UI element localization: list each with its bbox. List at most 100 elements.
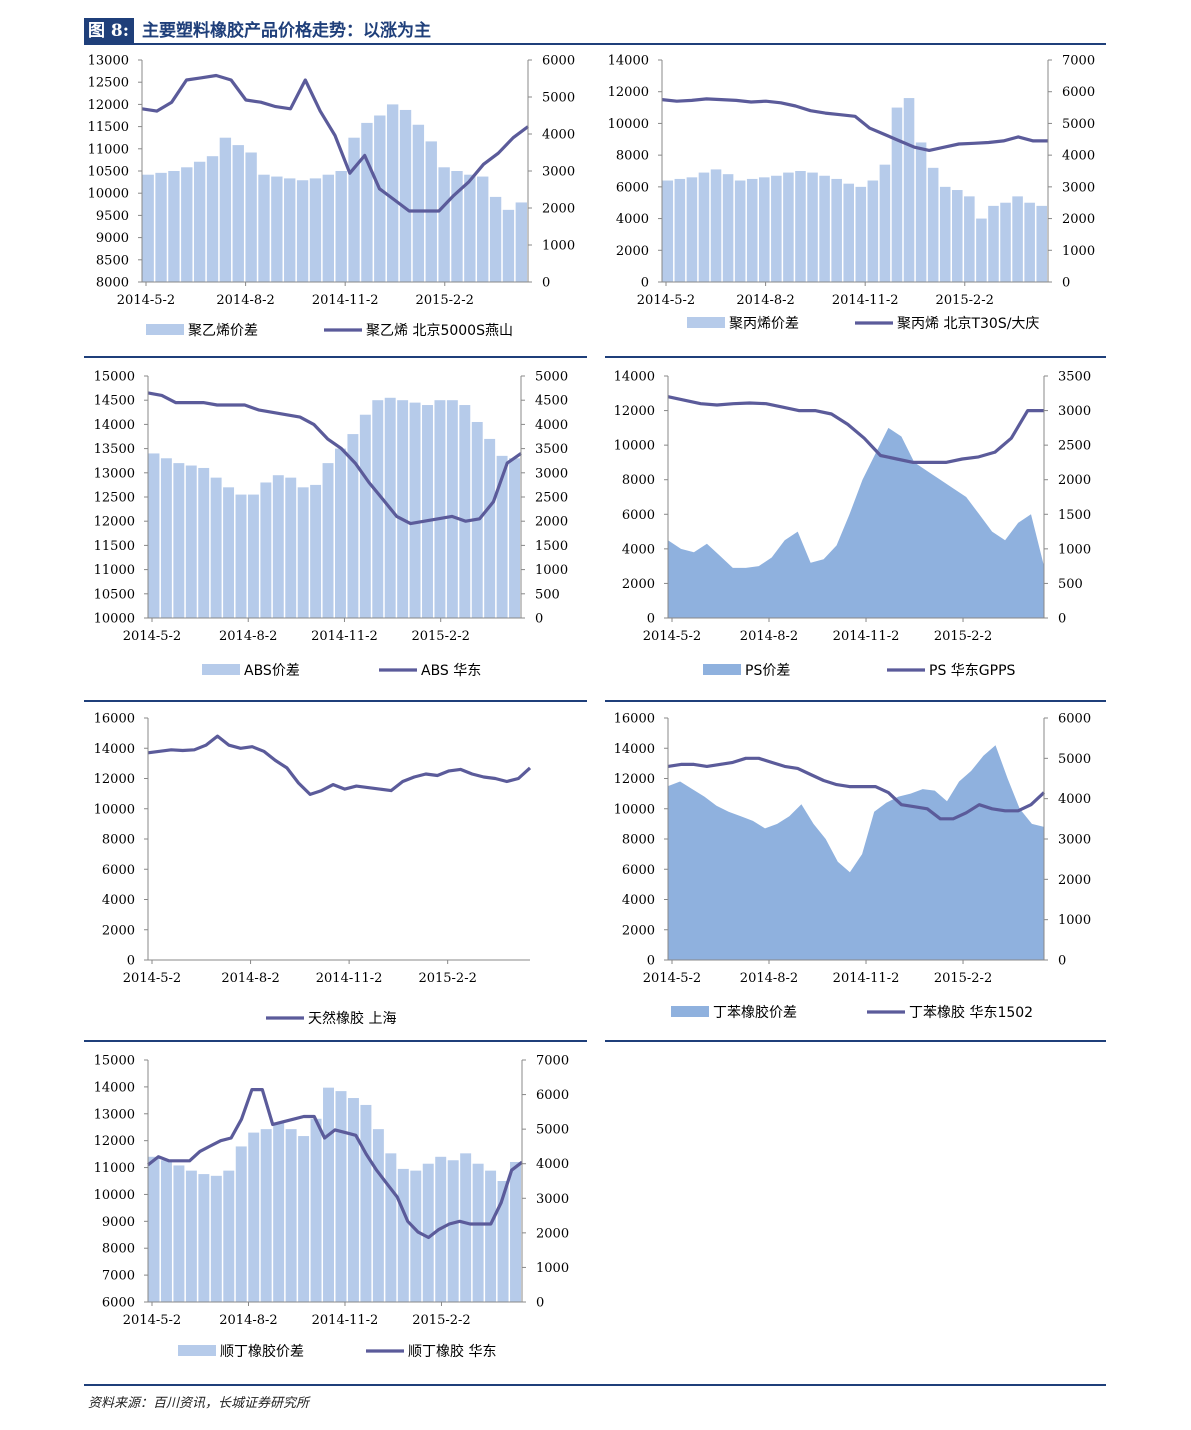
- chart-sbr: 0 2000 4000 6000 8000 10000 12000 14000 16000 0 10…: [605, 704, 1106, 1038]
- y-tick-label: 6000: [102, 863, 135, 878]
- bar-mark: [1024, 202, 1035, 282]
- bar-mark: [686, 177, 698, 282]
- bar-mark: [223, 487, 235, 618]
- line-series: [667, 395, 1044, 465]
- x-tick-label: 2014-11-2: [312, 293, 379, 308]
- bar-mark: [296, 180, 309, 282]
- y-tick-label: 12500: [88, 76, 129, 91]
- y2-tick-label: 2500: [535, 491, 568, 506]
- y2-tick-label: 2000: [536, 1226, 569, 1241]
- bar-mark: [988, 205, 999, 282]
- y-tick-label: 13500: [94, 442, 135, 457]
- bar-mark: [361, 122, 373, 283]
- legend-bar-swatch: [178, 1345, 216, 1356]
- y2-tick-label: 2000: [1058, 873, 1091, 888]
- bar-mark: [185, 465, 197, 618]
- chart-svg: 8000850090009500100001050011000115001200…: [88, 54, 575, 340]
- line-series: [667, 756, 1046, 821]
- bar-mark: [915, 142, 927, 282]
- legend-label: 天然橡胶 上海: [308, 1010, 396, 1027]
- x-tick-label: 2014-8-2: [221, 971, 279, 986]
- y-tick-label: 14000: [614, 370, 655, 385]
- y-tick-label: 14000: [94, 742, 135, 757]
- x-tick-label: 2014-5-2: [123, 629, 181, 644]
- x-tick-label: 2014-11-2: [311, 629, 378, 644]
- y2-tick-label: 6000: [536, 1088, 569, 1103]
- y-tick-label: 12000: [614, 772, 655, 787]
- bar-mark: [155, 172, 167, 282]
- legend-label: 聚乙烯价差: [188, 323, 258, 339]
- y-tick-label: 12000: [608, 85, 649, 100]
- bar-mark: [855, 186, 867, 282]
- x-tick-label: 2014-11-2: [316, 971, 383, 986]
- bar-mark: [285, 477, 297, 618]
- y2-tick-label: 1000: [542, 239, 575, 254]
- bar-mark: [185, 1170, 197, 1302]
- y2-tick-label: 4000: [1058, 792, 1091, 807]
- y-tick-label: 13000: [94, 466, 135, 481]
- y-tick-label: 14500: [94, 394, 135, 409]
- bar-mark: [964, 196, 975, 282]
- bar-mark: [322, 174, 334, 282]
- bar-mark: [360, 1104, 372, 1302]
- bar-mark: [438, 167, 450, 282]
- legend-label: 丁苯橡胶 华东1502: [909, 1004, 1033, 1021]
- legend-bar-swatch: [703, 664, 741, 675]
- bar-mark: [422, 405, 433, 618]
- bar-mark: [148, 453, 160, 618]
- y2-tick-label: 3500: [1058, 370, 1091, 385]
- y-tick-label: 11000: [94, 563, 135, 578]
- y-tick-label: 6000: [102, 1296, 135, 1311]
- bar-mark: [698, 172, 710, 282]
- x-tick-label: 2015-2-2: [412, 1313, 470, 1328]
- legend-bar-swatch: [202, 664, 240, 675]
- y-tick-label: 14000: [614, 742, 655, 757]
- y-tick-label: 2000: [622, 923, 655, 938]
- bar-mark: [710, 169, 722, 282]
- chart-ps: 0 2000 4000 6000 8000 10000 12000 14000 0 500 1000…: [605, 360, 1106, 698]
- bar-mark: [272, 475, 284, 618]
- bar-mark: [198, 467, 210, 618]
- y-tick-label: 0: [647, 954, 655, 969]
- bar-mark: [496, 455, 508, 618]
- header-rule: [84, 43, 1106, 45]
- y2-tick-label: 5000: [536, 1123, 569, 1138]
- bar-mark: [359, 414, 371, 618]
- x-tick-label: 2015-2-2: [936, 293, 994, 308]
- line-series: [147, 1087, 523, 1240]
- chart-svg: 0 2000 4000 6000 8000 10000 12000 14000 16000 0 10…: [614, 712, 1091, 1022]
- bar-mark: [674, 178, 686, 282]
- area-series: [668, 745, 1044, 960]
- y2-tick-label: 4000: [535, 418, 568, 433]
- y-tick-label: 2000: [102, 923, 135, 938]
- y-tick-label: 2000: [622, 577, 655, 592]
- x-tick-label: 2014-5-2: [637, 293, 695, 308]
- y2-tick-label: 0: [542, 276, 550, 291]
- bar-mark: [235, 1146, 247, 1302]
- bar-mark: [903, 98, 915, 282]
- bar-mark: [173, 1165, 185, 1302]
- panel-divider: [84, 1040, 587, 1042]
- legend-label: 聚丙烯 北京T30S/大庆: [897, 316, 1039, 332]
- bar-mark: [409, 402, 421, 618]
- y2-tick-label: 0: [535, 612, 543, 627]
- panel-divider: [605, 1040, 1106, 1042]
- y-tick-label: 0: [647, 612, 655, 627]
- y-tick-label: 15000: [94, 370, 135, 385]
- chart-abs: 10000 10500 11000 11500 12000 12500 13000 13500…: [84, 360, 587, 698]
- chart-svg: 0 2000 4000 6000 8000 10000 12000 14000 0 1000 200…: [608, 54, 1095, 333]
- line-series: [661, 97, 1048, 153]
- y-tick-label: 13000: [88, 54, 129, 69]
- y2-tick-label: 4000: [1062, 149, 1095, 164]
- y2-tick-label: 5000: [1058, 752, 1091, 767]
- x-tick-label: 2014-11-2: [833, 971, 900, 986]
- y2-tick-label: 3500: [535, 442, 568, 457]
- y2-tick-label: 1000: [1058, 542, 1091, 557]
- area-series: [668, 427, 1044, 618]
- y-tick-label: 14000: [94, 1080, 135, 1095]
- y-tick-label: 15000: [94, 1054, 135, 1069]
- y-tick-label: 2000: [616, 244, 649, 259]
- bar-mark: [976, 218, 987, 282]
- legend-label: PS价差: [745, 663, 790, 679]
- bar-mark: [1036, 205, 1047, 282]
